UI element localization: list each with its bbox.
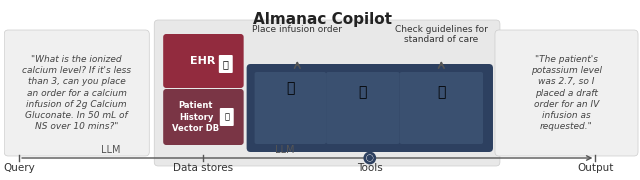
Text: "The patient's
potassium level
was 2.7, so I
placed a draft
order for an IV
infu: "The patient's potassium level was 2.7, … [531, 55, 602, 131]
FancyBboxPatch shape [255, 72, 326, 144]
Text: 🌐: 🌐 [437, 85, 445, 99]
Text: Calculator: Calculator [339, 103, 387, 112]
FancyBboxPatch shape [154, 20, 500, 166]
Text: 🗎: 🗎 [223, 59, 228, 69]
Text: EHR: EHR [190, 56, 216, 66]
FancyBboxPatch shape [326, 72, 399, 144]
Text: Almanac Copilot: Almanac Copilot [253, 12, 392, 27]
Text: Browser: Browser [422, 103, 461, 112]
Text: Place infusion order: Place infusion order [252, 25, 342, 34]
Text: Data stores: Data stores [173, 163, 233, 173]
Text: Output: Output [577, 163, 614, 173]
Text: "What is the ionized
calcium level? If it's less
than 3, can you place
an order : "What is the ionized calcium level? If i… [22, 55, 131, 131]
FancyBboxPatch shape [495, 30, 638, 156]
Text: Patient
History
Vector DB: Patient History Vector DB [172, 101, 220, 133]
Text: 🖩: 🖩 [358, 85, 367, 99]
FancyBboxPatch shape [246, 64, 493, 152]
Circle shape [367, 156, 372, 161]
Text: Check guidelines for
standard of care: Check guidelines for standard of care [395, 25, 488, 44]
FancyBboxPatch shape [219, 55, 233, 73]
FancyBboxPatch shape [220, 108, 234, 126]
Text: 📄: 📄 [224, 112, 229, 122]
Text: FHIR
Functions: FHIR Functions [268, 98, 314, 118]
Text: Tools: Tools [357, 163, 383, 173]
FancyBboxPatch shape [163, 34, 244, 88]
Circle shape [365, 153, 375, 163]
Text: LLM: LLM [275, 145, 294, 155]
FancyBboxPatch shape [163, 89, 244, 145]
FancyBboxPatch shape [4, 30, 149, 156]
FancyBboxPatch shape [399, 72, 483, 144]
Text: Query: Query [3, 163, 35, 173]
Text: 📋: 📋 [286, 81, 294, 95]
Text: LLM: LLM [100, 145, 120, 155]
